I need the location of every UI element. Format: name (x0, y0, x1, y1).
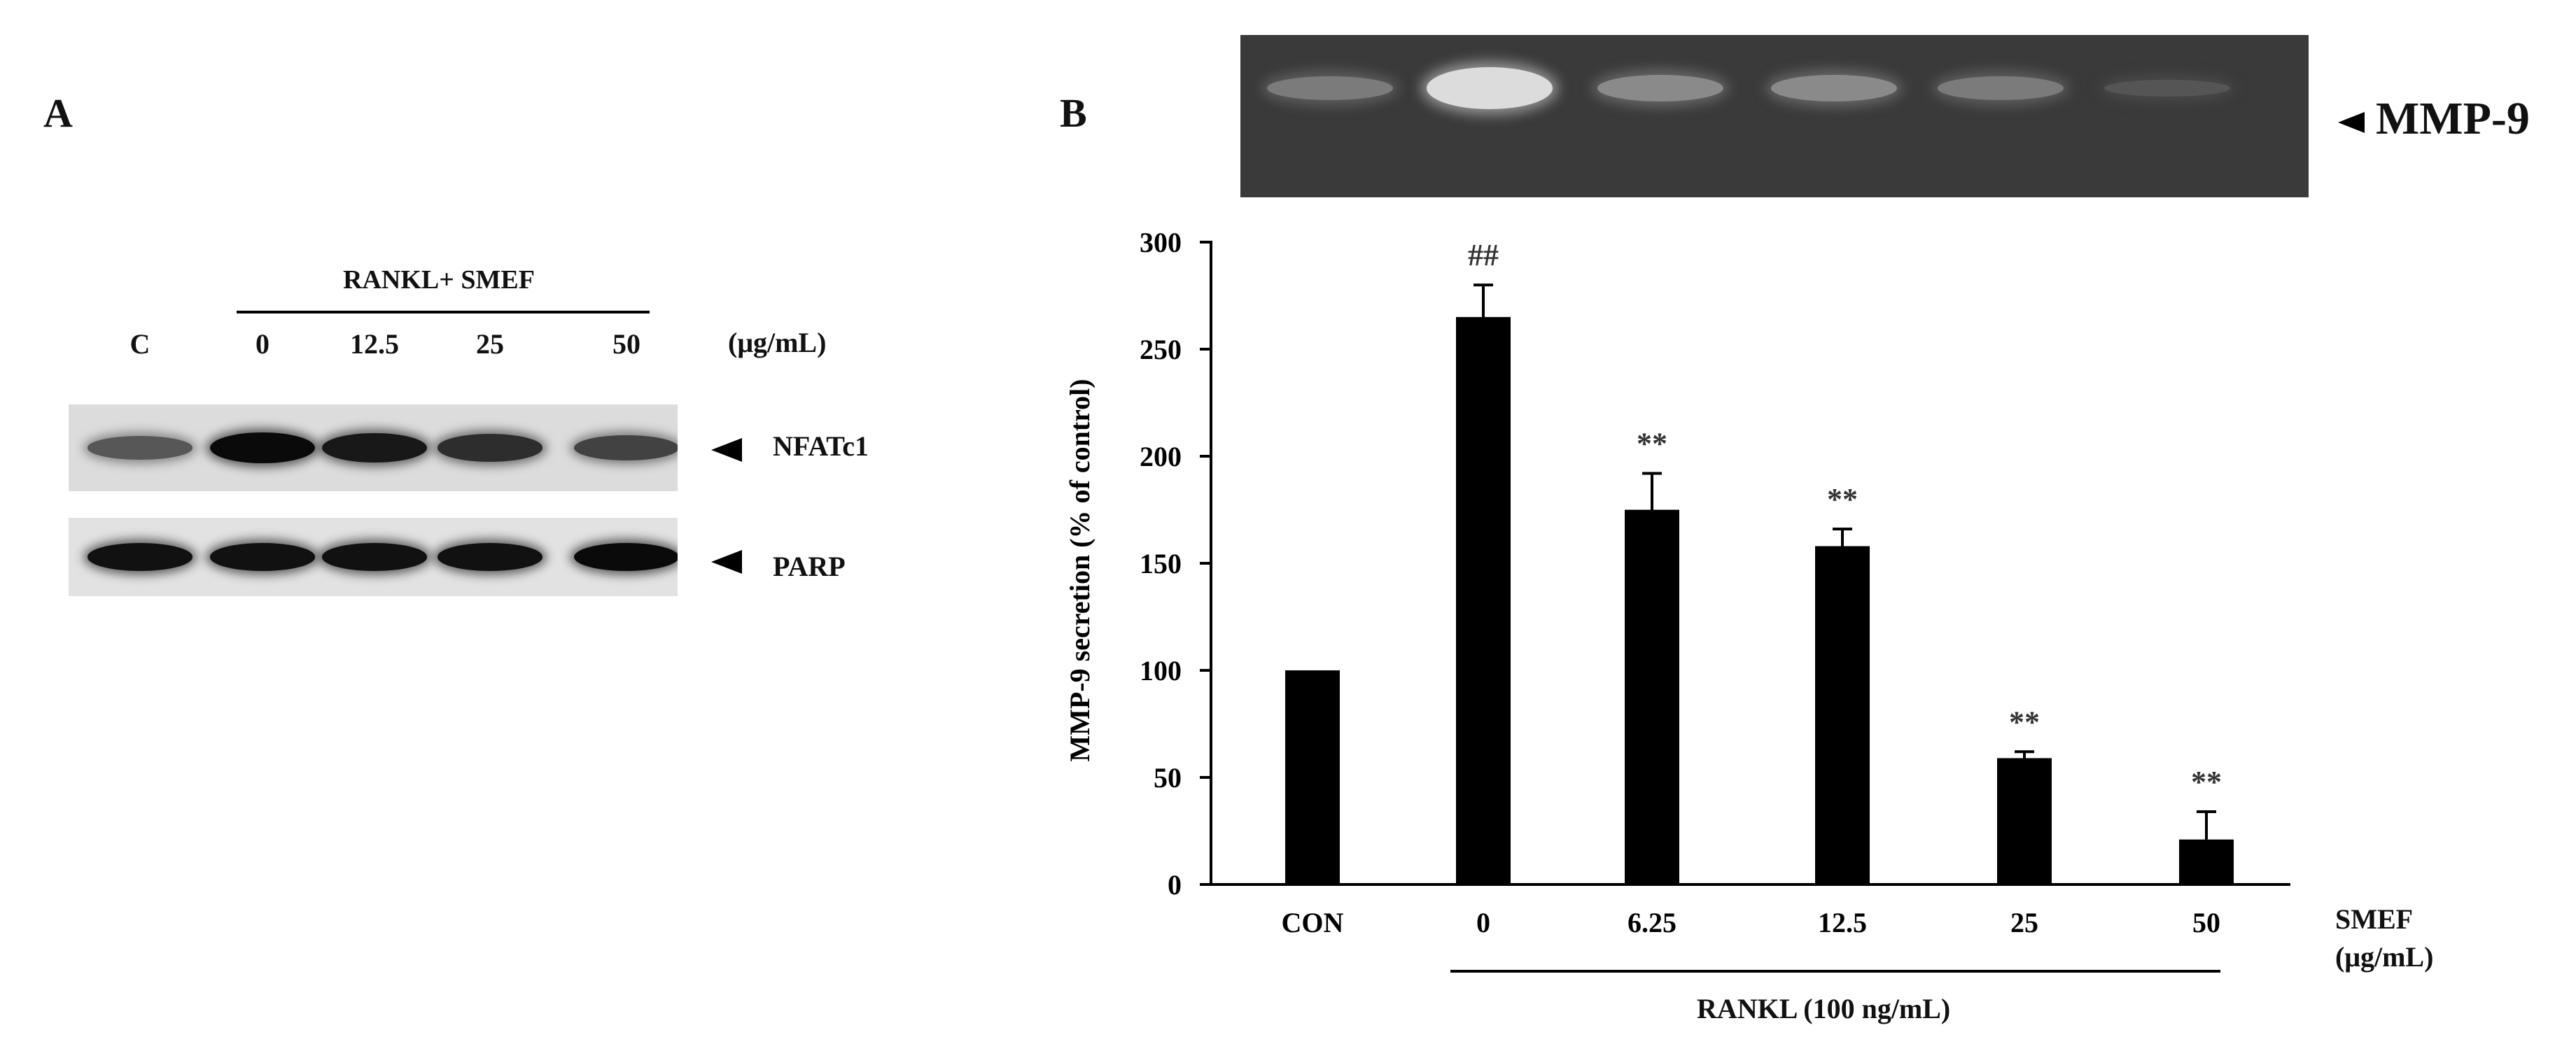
significance-mark: ** (1827, 482, 1858, 516)
blot-band (574, 543, 678, 571)
zymogram-band (1938, 76, 2064, 100)
lane-label: C (130, 328, 150, 360)
smef-label: SMEF (2335, 903, 2414, 935)
y-tick-label: 250 (1140, 334, 1182, 365)
lane-label: 50 (612, 328, 640, 360)
x-category-label: 25 (2010, 907, 2038, 938)
zymogram-band (1267, 76, 1393, 100)
rankl-label: RANKL (100 ng/mL) (1697, 993, 1951, 1024)
bar (2179, 839, 2234, 884)
blot-band (322, 543, 427, 571)
mmp9-label: MMP-9 (2376, 93, 2530, 144)
treatment-label: RANKL+ SMEF (343, 265, 535, 295)
y-axis-title: MMP-9 secretion (% of control) (1064, 379, 1096, 761)
zymogram-band (1597, 75, 1723, 101)
bar (1625, 509, 1679, 884)
x-category-label: 6.25 (1628, 907, 1676, 938)
parp-arrow-icon (711, 550, 742, 574)
blot-band (322, 432, 427, 463)
significance-mark: ** (1637, 426, 1667, 460)
significance-mark: ** (2191, 765, 2222, 799)
bar (1285, 670, 1340, 884)
y-tick-label: 50 (1154, 762, 1182, 794)
significance-mark: ** (2009, 705, 2040, 739)
x-category-label: 50 (2192, 907, 2220, 938)
parp-label: PARP (773, 551, 846, 582)
lane-label: 25 (476, 328, 504, 360)
y-tick-label: 150 (1140, 548, 1182, 579)
blot-band (438, 434, 542, 462)
nfatc1-label: NFATc1 (773, 430, 869, 462)
significance-mark: ## (1468, 238, 1499, 272)
zymogram-band (2104, 80, 2230, 97)
bar (1815, 546, 1870, 884)
nfatc1-blot (69, 404, 678, 491)
nfatc1-arrow-icon (711, 438, 742, 462)
mmp9-zymogram (1240, 35, 2309, 197)
blot-band (88, 543, 192, 571)
treatment-bracket-line (237, 311, 650, 313)
y-tick-label: 100 (1140, 655, 1182, 686)
x-category-label: 12.5 (1818, 907, 1867, 938)
parp-blot (69, 518, 678, 596)
zymogram-band (1427, 67, 1553, 109)
bar (1456, 317, 1511, 885)
panel-a-letter: A (43, 90, 73, 136)
panel-b-letter: B (1060, 90, 1087, 136)
y-tick-label: 200 (1140, 441, 1182, 472)
blot-band (210, 432, 315, 463)
lane-label: 0 (255, 328, 270, 360)
blot-band (88, 436, 192, 460)
zymogram-band (1771, 75, 1897, 101)
y-tick-label: 300 (1140, 227, 1182, 258)
x-category-label: CON (1282, 907, 1344, 938)
blot-band (210, 543, 315, 571)
unit-label: (μg/mL) (728, 327, 827, 358)
blot-band (574, 435, 678, 461)
rankl-bracket-line (1450, 970, 2220, 973)
y-tick-label: 0 (1168, 869, 1182, 901)
x-category-label: 0 (1476, 907, 1490, 938)
smef-unit-label: (μg/mL) (2335, 941, 2434, 973)
bar (1997, 758, 2052, 884)
lane-label: 12.5 (350, 328, 399, 360)
blot-band (438, 543, 542, 571)
mmp9-arrow-icon (2338, 112, 2365, 133)
